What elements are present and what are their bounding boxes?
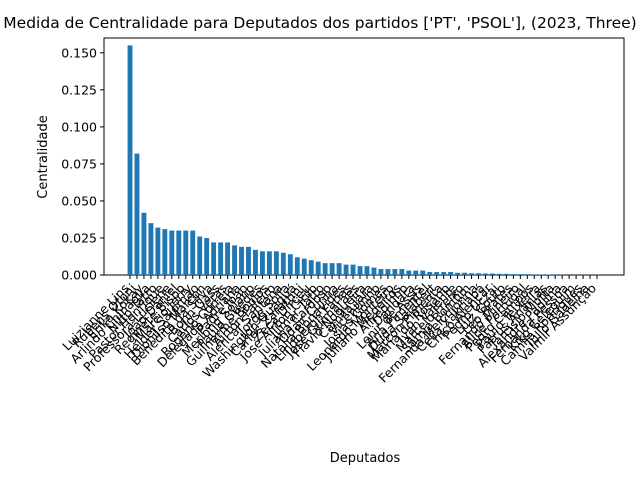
- bar: [462, 272, 468, 275]
- bar: [287, 254, 293, 275]
- y-axis-label: Centralidade: [36, 115, 51, 198]
- y-tick-label: 0.100: [61, 119, 97, 134]
- bar: [496, 273, 502, 275]
- bar: [343, 264, 349, 275]
- bar: [434, 272, 440, 275]
- bar: [294, 257, 300, 275]
- y-tick-label: 0.075: [61, 156, 97, 171]
- bar: [503, 273, 509, 275]
- bar: [469, 273, 474, 275]
- plot-area: 0.0000.0250.0500.0750.1000.1250.150Luizi…: [59, 37, 625, 386]
- bar: [259, 251, 265, 275]
- bar: [329, 263, 335, 275]
- bar: [392, 269, 398, 275]
- bar: [246, 246, 251, 275]
- bar: [350, 264, 356, 275]
- bar: [371, 267, 377, 275]
- bar: [455, 272, 461, 275]
- bar: [315, 261, 321, 275]
- bar: [441, 272, 447, 275]
- bar: [510, 274, 516, 275]
- bar: [134, 153, 140, 275]
- bar: [162, 229, 168, 275]
- bar: [148, 223, 154, 275]
- y-tick-label: 0.025: [61, 230, 97, 245]
- bar: [253, 249, 258, 275]
- bar: [364, 266, 370, 275]
- y-tick-label: 0.000: [61, 268, 97, 283]
- plot-frame: [103, 37, 625, 276]
- bar: [448, 272, 454, 275]
- bar: [169, 230, 175, 275]
- y-tick-label: 0.150: [61, 45, 97, 60]
- bar: [266, 251, 272, 275]
- bar: [357, 266, 363, 275]
- bar: [322, 263, 328, 275]
- bar: [218, 242, 224, 275]
- bar: [232, 245, 237, 275]
- bar: [141, 212, 147, 275]
- bar: [273, 251, 279, 275]
- bar: [517, 274, 523, 275]
- bar: [406, 270, 412, 275]
- bar: [183, 230, 189, 275]
- bar: [378, 269, 384, 275]
- bar: [524, 274, 530, 275]
- bar: [308, 260, 314, 275]
- bar: [127, 45, 133, 275]
- bar: [225, 242, 231, 275]
- x-axis-label: Deputados: [330, 451, 401, 466]
- bar: [336, 263, 342, 275]
- bar: [399, 269, 405, 275]
- bar: [490, 273, 495, 275]
- bar: [413, 270, 419, 275]
- bar: [176, 230, 182, 275]
- bar: [483, 273, 488, 275]
- bar: [420, 270, 426, 275]
- y-tick-label: 0.050: [61, 193, 97, 208]
- bar: [301, 258, 307, 275]
- bar: [427, 272, 433, 275]
- bar: [155, 227, 161, 275]
- chart-title: Medida de Centralidade para Deputados do…: [3, 14, 636, 32]
- bar: [280, 252, 286, 275]
- bar: [531, 274, 537, 275]
- bar: [476, 273, 481, 275]
- bar: [204, 237, 210, 275]
- bar: [211, 242, 217, 275]
- bar: [197, 236, 203, 275]
- bar: [239, 246, 244, 275]
- bar: [190, 230, 196, 275]
- bar: [385, 269, 391, 275]
- y-tick-label: 0.125: [61, 82, 97, 97]
